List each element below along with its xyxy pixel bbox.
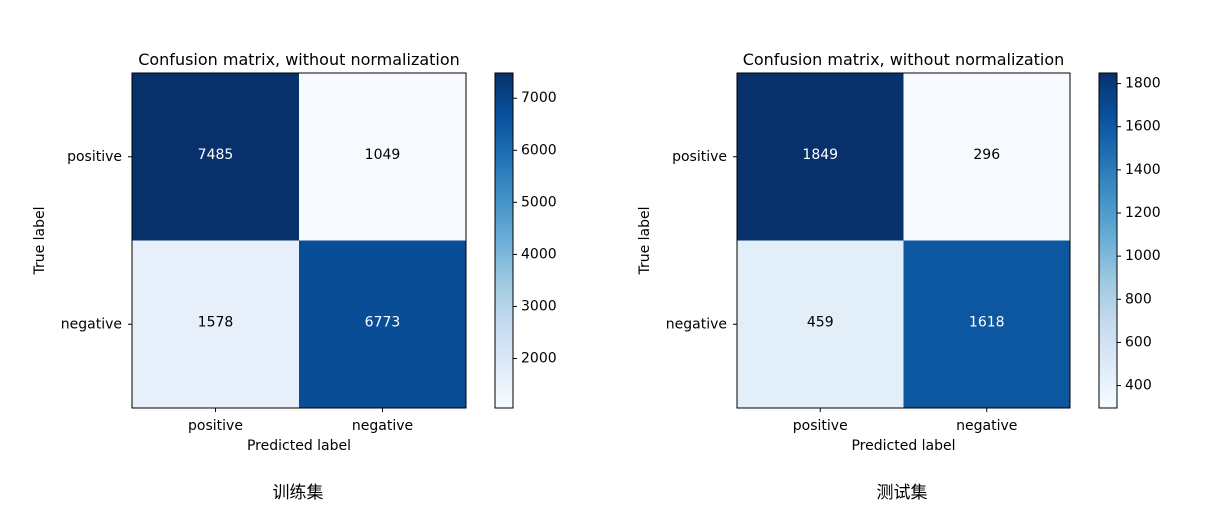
x-tick-label: positive [793, 418, 848, 434]
colorbar-tick-label: 1600 [1125, 119, 1161, 135]
y-tick-label: positive [672, 149, 727, 165]
cell-value-label: 459 [807, 314, 834, 330]
caption-test: 测试集 [876, 483, 928, 503]
matrix-cell [737, 240, 904, 408]
confusion-matrix-panel-1: Confusion matrix, without normalization 7… [32, 50, 557, 454]
y-tick-label: positive [67, 149, 122, 165]
caption-train: 训练集 [272, 483, 324, 503]
colorbar-tick-label: 1200 [1125, 205, 1161, 221]
x-tick-label: negative [352, 418, 413, 434]
x-tick-label: positive [188, 418, 243, 434]
colorbar-tick-label: 7000 [521, 90, 557, 106]
matrix-cell [132, 240, 299, 408]
chart-title: Confusion matrix, without normalization [138, 50, 460, 69]
cell-value-label: 296 [973, 147, 1000, 163]
colorbar-tick-label: 2000 [521, 350, 557, 366]
cell-value-label: 1049 [365, 147, 401, 163]
chart-title: Confusion matrix, without normalization [743, 50, 1065, 69]
y-axis-label: True label [637, 206, 653, 275]
colorbar-tick-label: 3000 [521, 298, 557, 314]
y-tick-label: negative [666, 316, 727, 332]
colorbar-tick-label: 6000 [521, 142, 557, 158]
matrix-cell [299, 73, 466, 241]
cell-value-label: 1618 [969, 314, 1005, 330]
colorbar [1098, 72, 1118, 409]
matrix-cell [737, 73, 904, 241]
confusion-matrix-panel-2: Confusion matrix, without normalization 1… [637, 50, 1161, 454]
colorbar-tick-label: 4000 [521, 246, 557, 262]
matrix-cell [903, 240, 1070, 408]
matrix-cell [903, 73, 1070, 241]
cell-value-label: 1578 [198, 314, 234, 330]
matrix-cell [299, 240, 466, 408]
cell-value-label: 1849 [802, 147, 838, 163]
x-axis-label: Predicted label [851, 438, 955, 454]
colorbar-tick-label: 1400 [1125, 162, 1161, 178]
colorbar-tick-label: 400 [1125, 378, 1152, 394]
cell-value-label: 6773 [365, 314, 401, 330]
colorbar-tick-label: 600 [1125, 334, 1152, 350]
matrix-cell [132, 73, 299, 241]
colorbar-tick-label: 5000 [521, 194, 557, 210]
y-axis-label: True label [32, 206, 48, 275]
axes-frame [736, 72, 1071, 409]
colorbar-tick-label: 1800 [1125, 76, 1161, 92]
y-tick-label: negative [61, 316, 122, 332]
axes-frame [131, 72, 467, 409]
x-tick-label: negative [956, 418, 1017, 434]
colorbar-tick-label: 1000 [1125, 248, 1161, 264]
x-axis-label: Predicted label [247, 438, 351, 454]
colorbar [494, 72, 514, 409]
cell-value-label: 7485 [198, 147, 234, 163]
colorbar-tick-label: 800 [1125, 291, 1152, 307]
